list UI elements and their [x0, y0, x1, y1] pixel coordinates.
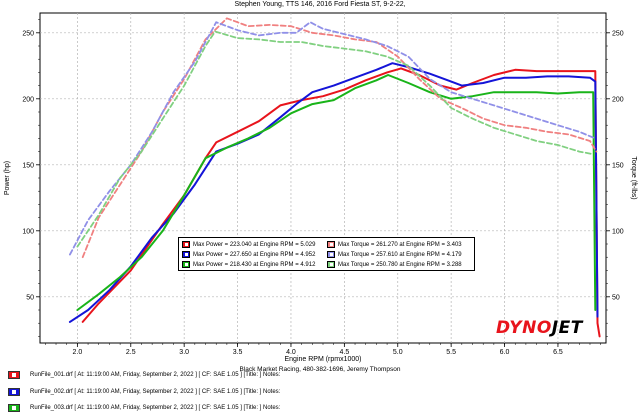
x-tick-label: 2.5 — [126, 349, 136, 356]
runfile-label: RunFile_001.drf [ At: 11:19:00 AM, Frida… — [30, 372, 281, 378]
y-tick-label: 200 — [22, 96, 34, 103]
legend-entry: Max Power = 223.040 at Engine RPM = 5.02… — [182, 240, 315, 249]
y-tick-label: 50 — [26, 294, 34, 301]
y2-tick-label: 200 — [612, 96, 624, 103]
legend-text: Max Power = 223.040 at Engine RPM = 5.02… — [193, 241, 316, 248]
x-tick-label: 6.0 — [500, 349, 510, 356]
logo-dyno: DYNO — [496, 318, 552, 338]
y2-tick-label: 50 — [612, 294, 620, 301]
legend-swatch — [327, 261, 335, 268]
y2-tick-label: 250 — [612, 30, 624, 37]
legend-swatch — [327, 241, 335, 248]
x-tick-label: 6.5 — [553, 349, 563, 356]
y2-axis-label: Torque (ft-lbs) — [630, 156, 637, 199]
runfile-item[interactable]: RunFile_002.drf [ At: 11:19:00 AM, Frida… — [8, 387, 280, 397]
x-tick-label: 5.0 — [393, 349, 403, 356]
y-tick-label: 100 — [22, 228, 34, 235]
runfile-label: RunFile_003.drf [ At: 11:19:00 AM, Frida… — [30, 405, 281, 411]
torque-series-line — [69, 21, 597, 256]
chart-legend: Max Power = 223.040 at Engine RPM = 5.02… — [178, 237, 475, 271]
x-tick-label: 3.5 — [233, 349, 243, 356]
y-tick-label: 150 — [22, 162, 34, 169]
shop-info: Black Market Racing, 480-382-1696, Jerem… — [239, 366, 401, 373]
legend-entry: Max Torque = 261.270 at Engine RPM = 3.4… — [327, 240, 462, 249]
runfile-label: RunFile_002.drf [ At: 11:19:00 AM, Frida… — [30, 389, 281, 395]
x-tick-label: 5.5 — [446, 349, 456, 356]
x-tick-label: 2.0 — [73, 349, 83, 356]
legend-entry: Max Torque = 250.780 at Engine RPM = 3.2… — [327, 260, 462, 269]
legend-text: Max Torque = 257.610 at Engine RPM = 4.1… — [338, 251, 462, 258]
legend-text: Max Power = 227.650 at Engine RPM = 4.95… — [193, 251, 316, 258]
x-tick-label: 3.0 — [179, 349, 189, 356]
plot-area — [39, 12, 607, 344]
x-tick-label: 4.0 — [286, 349, 296, 356]
legend-text: Max Power = 218.430 at Engine RPM = 4.91… — [193, 261, 316, 268]
legend-swatch — [182, 241, 190, 248]
legend-swatch — [182, 261, 190, 268]
runfile-swatch — [8, 404, 20, 412]
runfile-item[interactable]: RunFile_003.drf [ At: 11:19:00 AM, Frida… — [8, 403, 280, 413]
chart-title: Stephen Young, TTS 146, 2016 Ford Fiesta… — [234, 1, 406, 8]
x-axis-label: Engine RPM (rpmx1000) — [284, 356, 361, 363]
legend-entry: Max Power = 218.430 at Engine RPM = 4.91… — [182, 260, 315, 269]
legend-entry: Max Torque = 257.610 at Engine RPM = 4.1… — [327, 250, 462, 259]
runfile-swatch — [8, 388, 20, 396]
legend-text: Max Torque = 261.270 at Engine RPM = 3.4… — [338, 241, 462, 248]
y-axis-label: Power (hp) — [4, 161, 11, 195]
y2-tick-label: 100 — [612, 228, 624, 235]
power-series-line — [76, 74, 597, 311]
legend-entry: Max Power = 227.650 at Engine RPM = 4.95… — [182, 250, 315, 259]
y-tick-label: 250 — [22, 30, 34, 37]
legend-text: Max Torque = 250.780 at Engine RPM = 3.2… — [338, 261, 462, 268]
y2-tick-label: 150 — [612, 162, 624, 169]
runfile-item[interactable]: RunFile_001.drf [ At: 11:19:00 AM, Frida… — [8, 370, 280, 380]
runfile-swatch — [8, 371, 20, 379]
legend-swatch — [327, 251, 335, 258]
dynojet-logo: DYNOJET — [496, 318, 583, 338]
torque-series-line — [76, 30, 595, 248]
logo-jet: JET — [551, 318, 583, 338]
x-tick-label: 4.5 — [339, 349, 349, 356]
legend-swatch — [182, 251, 190, 258]
power-series-line — [68, 62, 599, 323]
